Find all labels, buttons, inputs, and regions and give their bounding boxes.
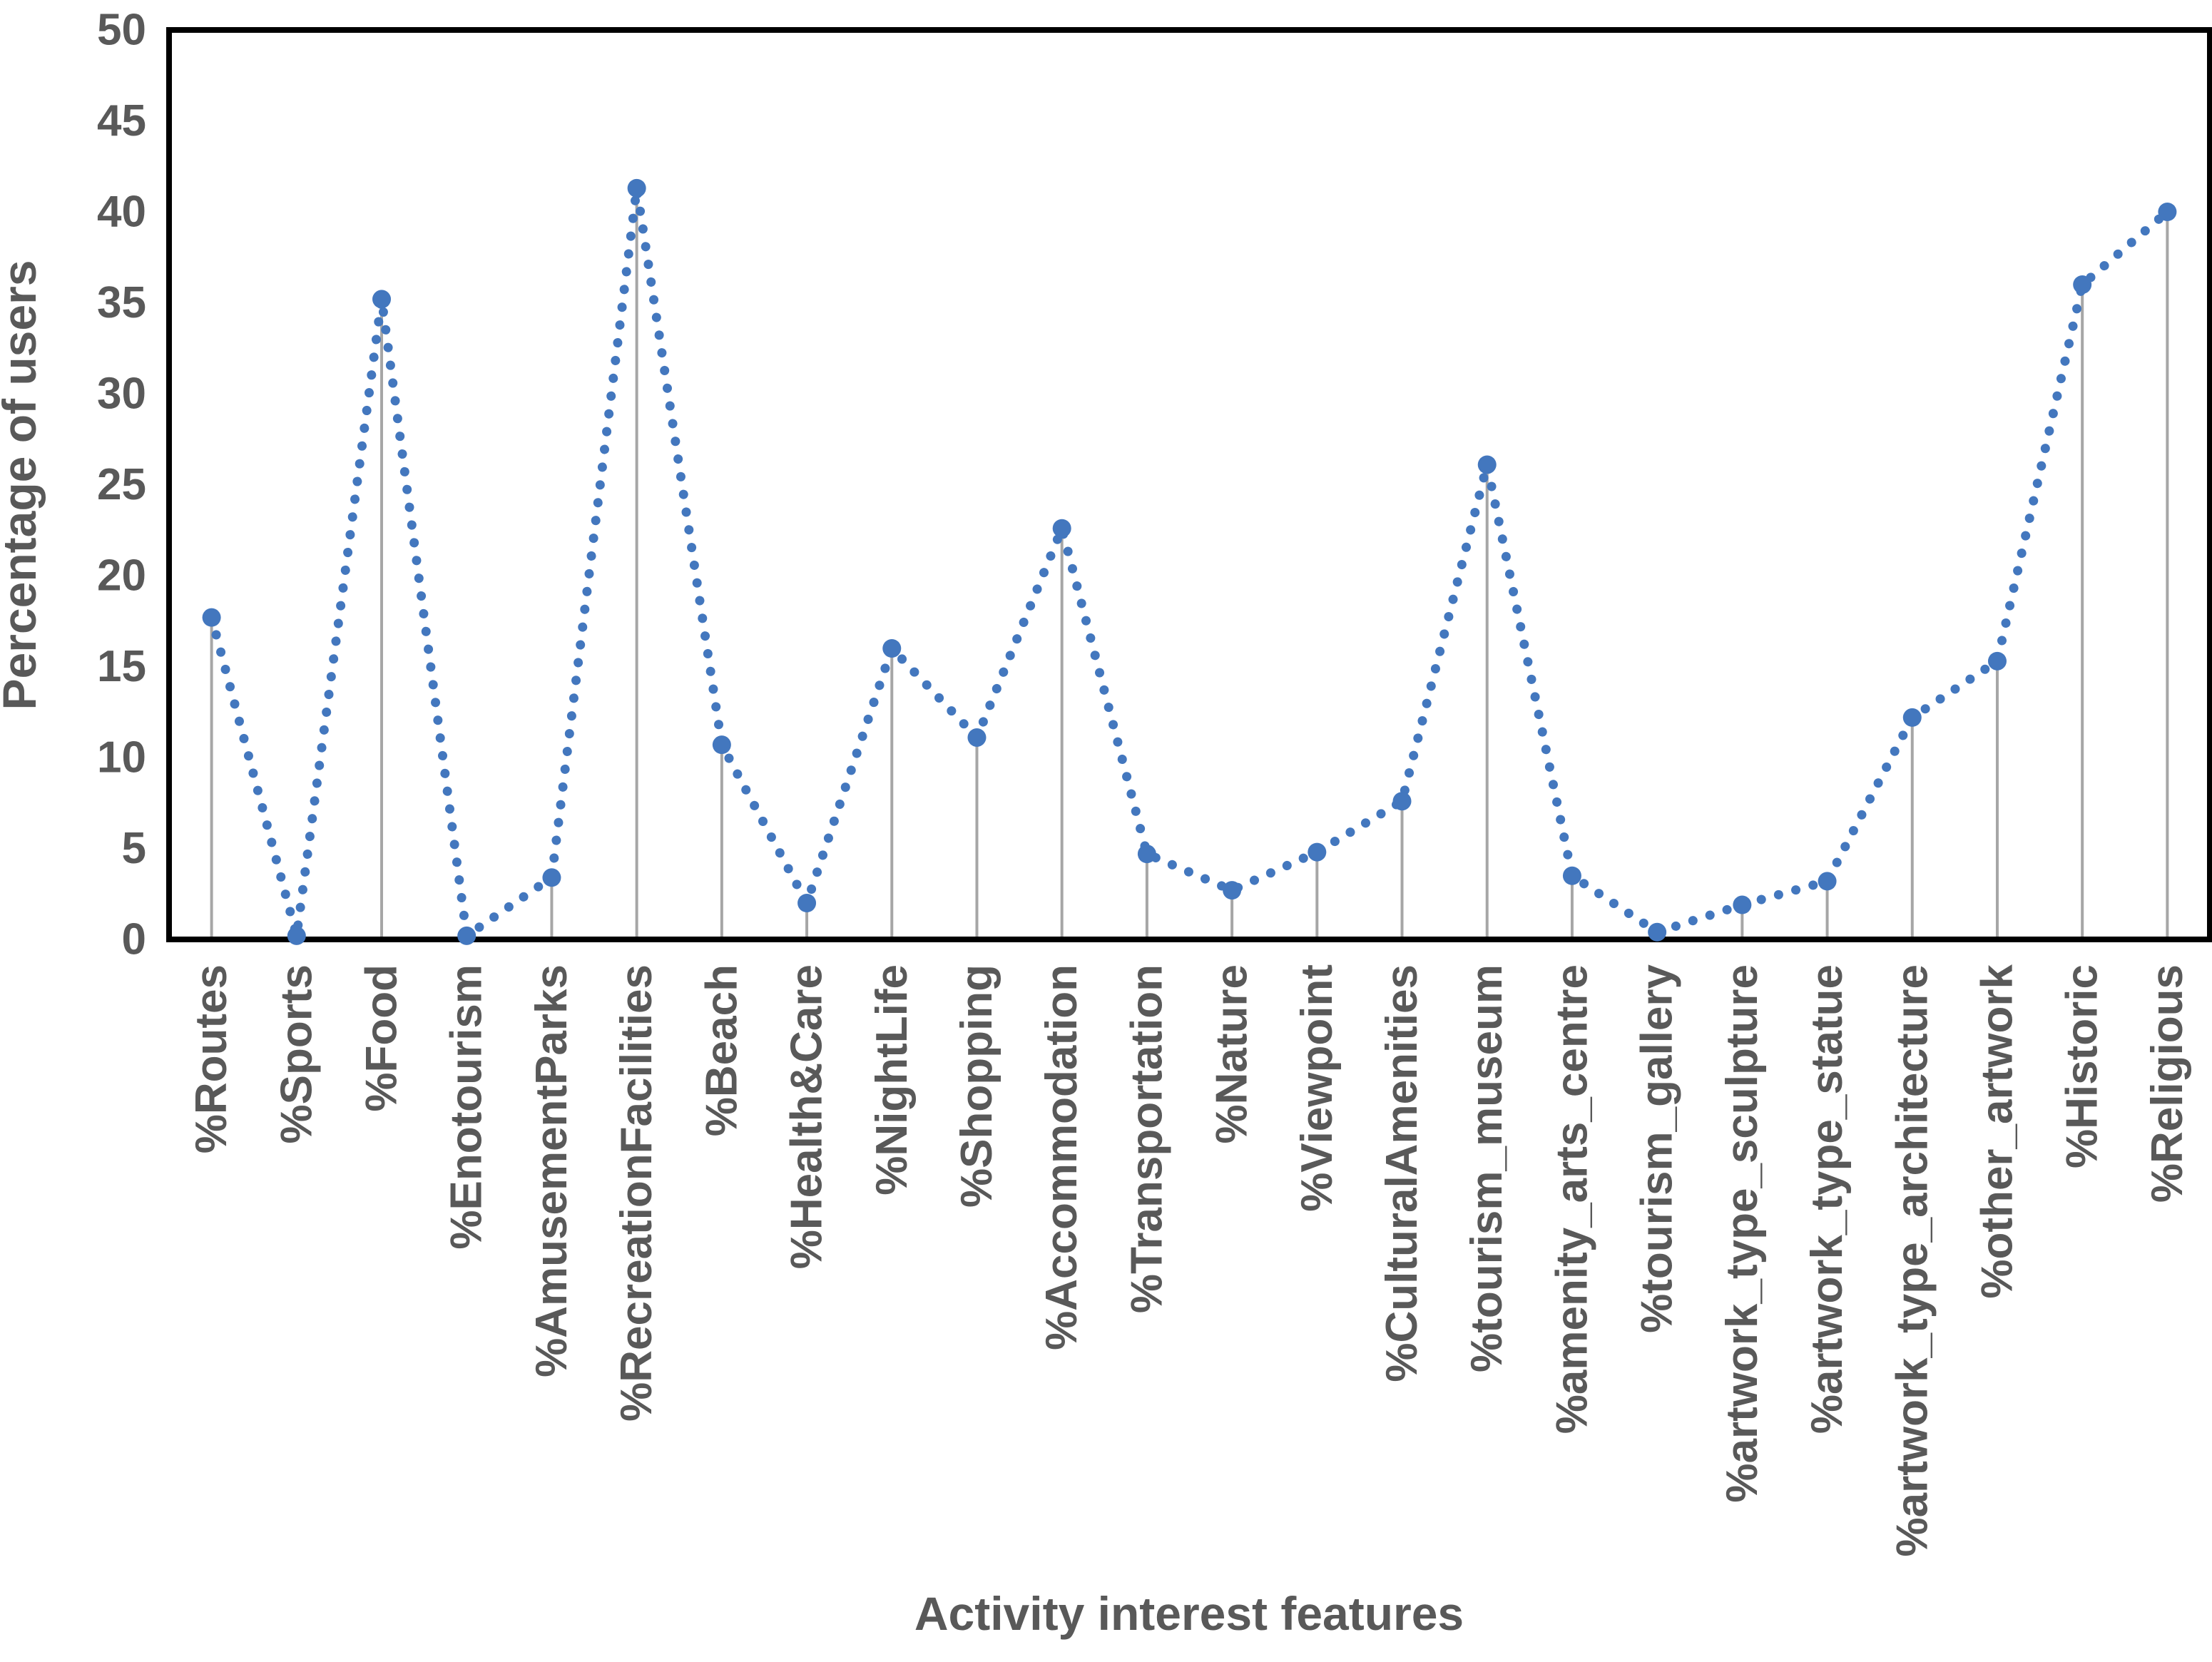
- y-tick-label: 40: [97, 188, 146, 237]
- x-category-label: %CulturalAmenities: [1377, 964, 1427, 1382]
- x-category-label: %Accommodation: [1037, 964, 1086, 1350]
- data-point-marker: [1223, 881, 1242, 900]
- x-category-label: %Transportation: [1122, 964, 1171, 1313]
- data-point-marker: [542, 868, 561, 887]
- y-tick-label: 45: [97, 96, 146, 146]
- x-category-label: %tourism_museum: [1462, 964, 1512, 1372]
- y-tick-label: 5: [122, 824, 146, 873]
- x-category-label: %Sports: [272, 964, 321, 1143]
- y-axis-tick-labels: 0 5 10 15 20 25 30 35 40 45 50: [97, 6, 146, 964]
- data-point-marker: [1902, 708, 1922, 727]
- x-category-label: %Routes: [187, 964, 236, 1153]
- x-category-label: %Enotourism: [442, 964, 491, 1250]
- data-point-marker: [1733, 895, 1752, 914]
- data-point-marker: [1392, 792, 1412, 811]
- y-tick-label: 15: [97, 642, 146, 691]
- x-category-label: %artwork_type_sculpture: [1718, 964, 1767, 1503]
- drop-lines: [210, 188, 2169, 937]
- x-category-label: %Religious: [2143, 964, 2192, 1203]
- x-category-label: %Health&Care: [783, 964, 832, 1269]
- data-point-marker: [1477, 455, 1497, 474]
- data-point-marker: [287, 926, 306, 945]
- data-point-marker: [1137, 845, 1156, 864]
- data-point-marker: [457, 926, 476, 945]
- data-point-marker: [882, 639, 902, 658]
- x-category-label: %NightLife: [867, 964, 917, 1195]
- x-axis-title: Activity interest features: [914, 1587, 1464, 1640]
- data-point-marker: [1308, 842, 1327, 862]
- y-tick-label: 10: [97, 733, 146, 782]
- x-category-label: %Food: [357, 964, 407, 1112]
- x-category-label: %amenity_arts_centre: [1547, 964, 1596, 1434]
- x-category-label: %AmusementParks: [527, 964, 576, 1377]
- x-category-label: %other_artwork: [1972, 964, 2022, 1298]
- data-series: [202, 178, 2177, 945]
- y-tick-label: 50: [97, 6, 146, 55]
- y-tick-label: 35: [97, 278, 146, 327]
- data-point-marker: [1052, 519, 1071, 538]
- data-point-marker: [2158, 203, 2177, 221]
- x-category-label: %artwork_type_architecture: [1887, 964, 1937, 1556]
- data-point-marker: [797, 894, 817, 912]
- y-tick-label: 25: [97, 460, 146, 509]
- x-category-label: %RecreationFacilities: [612, 964, 661, 1422]
- plot-area-border: [166, 27, 2212, 942]
- series-dotted-line: [207, 183, 2172, 941]
- x-category-label: %Shopping: [952, 964, 1001, 1208]
- x-category-label: %Historic: [2058, 964, 2107, 1168]
- x-category-label: %Beach: [697, 964, 746, 1136]
- data-point-marker: [967, 728, 987, 747]
- data-point-marker: [372, 290, 392, 309]
- y-axis-title: Percentage of users: [0, 260, 46, 710]
- x-category-label: %tourism_gallery: [1633, 964, 1682, 1332]
- data-point-marker: [1648, 922, 1667, 942]
- data-point-marker: [1987, 651, 2007, 671]
- data-point-marker: [202, 608, 221, 627]
- data-point-marker: [712, 735, 731, 755]
- x-category-label: %Viewpoint: [1293, 964, 1342, 1212]
- x-axis-category-labels: %Routes %Sports %Food %Enotourism %Amusement…: [187, 964, 2192, 1556]
- data-point-marker: [1818, 872, 1837, 891]
- x-category-label: %artwork_type_statue: [1803, 964, 1852, 1434]
- y-tick-label: 0: [122, 915, 146, 964]
- data-point-marker: [1562, 866, 1581, 885]
- x-category-label: %Nature: [1208, 964, 1257, 1144]
- data-point-marker: [627, 178, 646, 198]
- y-tick-label: 20: [97, 551, 146, 601]
- data-point-marker: [2073, 275, 2092, 294]
- y-tick-label: 30: [97, 369, 146, 419]
